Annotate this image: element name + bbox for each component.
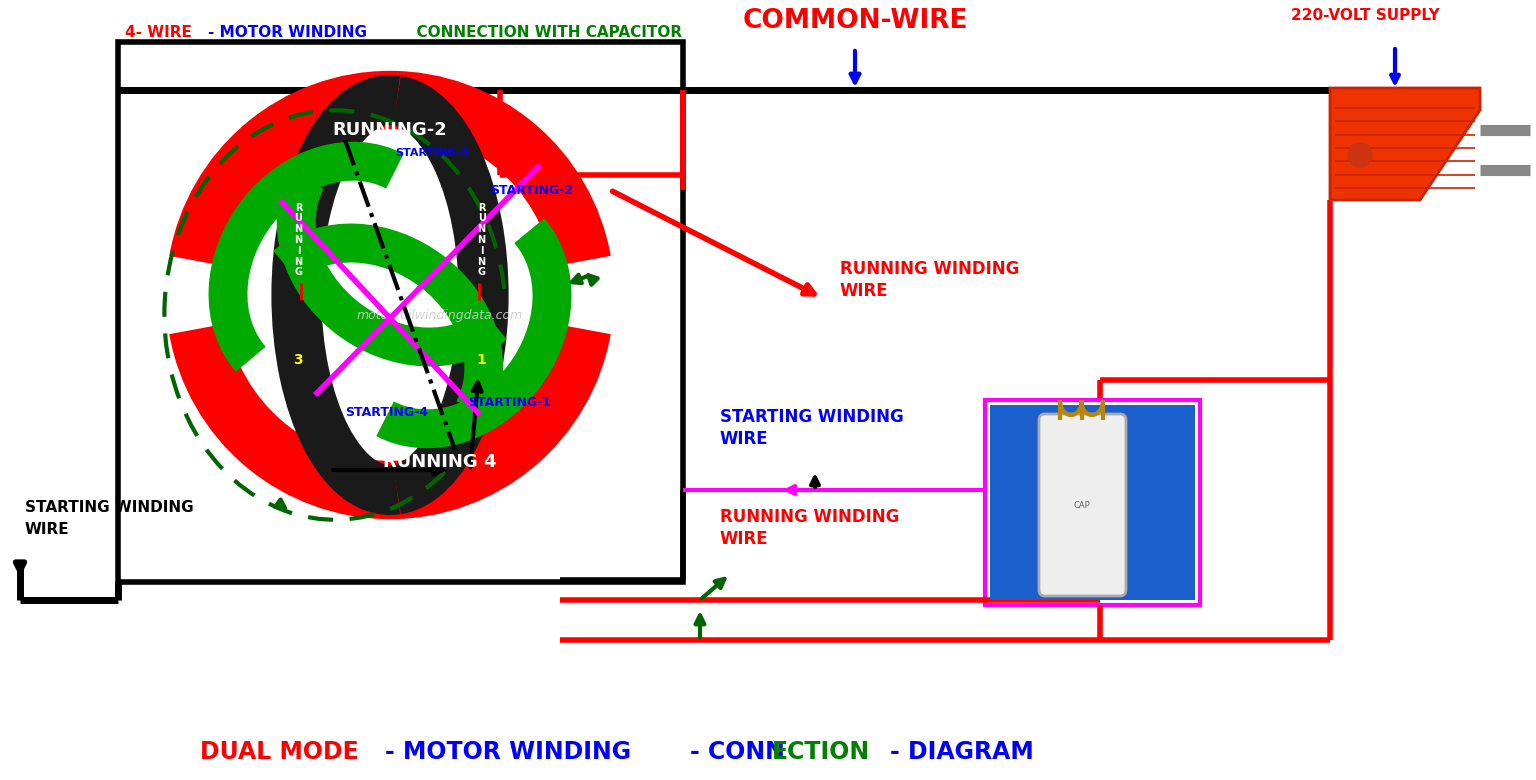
Text: - DIAGRAM: - DIAGRAM xyxy=(889,740,1034,764)
Text: DUAL MODE: DUAL MODE xyxy=(200,740,359,764)
Bar xyxy=(118,42,684,582)
Text: WIRE: WIRE xyxy=(840,282,889,300)
Text: RUNNING WINDING: RUNNING WINDING xyxy=(840,260,1020,278)
Text: WIRE: WIRE xyxy=(720,530,768,548)
Text: WIRE: WIRE xyxy=(720,430,768,448)
Bar xyxy=(991,405,1195,600)
Text: - MOTOR WINDING: - MOTOR WINDING xyxy=(207,25,367,40)
Text: R
U
N
N
I
N
G: R U N N I N G xyxy=(295,203,303,278)
Text: CONNECTION WITH CAPACITOR: CONNECTION WITH CAPACITOR xyxy=(406,25,682,40)
Text: STARTING-2: STARTING-2 xyxy=(490,183,573,197)
Text: RUNNING 4: RUNNING 4 xyxy=(384,453,496,471)
Text: COMMON-WIRE: COMMON-WIRE xyxy=(742,8,968,34)
Text: RUNNING WINDING: RUNNING WINDING xyxy=(720,508,900,526)
Text: 220-VOLT SUPPLY: 220-VOLT SUPPLY xyxy=(1292,8,1441,23)
Text: STARTING WINDING: STARTING WINDING xyxy=(25,500,194,515)
FancyBboxPatch shape xyxy=(1038,414,1126,596)
Bar xyxy=(985,400,1200,605)
Text: STARTING WINDING: STARTING WINDING xyxy=(720,408,903,426)
Circle shape xyxy=(1349,143,1372,167)
Text: 4- WIRE: 4- WIRE xyxy=(124,25,192,40)
Text: 1: 1 xyxy=(476,353,487,367)
Text: motorcoilwindingdata.com: motorcoilwindingdata.com xyxy=(356,309,524,321)
Text: STARTING-4: STARTING-4 xyxy=(346,406,429,420)
Text: STARTING-1: STARTING-1 xyxy=(468,396,551,410)
Text: STARTING-3: STARTING-3 xyxy=(395,148,468,158)
Text: R
U
N
N
I
N
G: R U N N I N G xyxy=(478,203,485,278)
Polygon shape xyxy=(1330,88,1481,200)
Text: - CONN: - CONN xyxy=(690,740,785,764)
Text: 3: 3 xyxy=(293,353,303,367)
Text: RUNNING-2: RUNNING-2 xyxy=(333,121,447,139)
Text: ECTION: ECTION xyxy=(773,740,869,764)
Text: CAP: CAP xyxy=(1074,501,1091,509)
Text: - MOTOR WINDING: - MOTOR WINDING xyxy=(386,740,631,764)
Text: WIRE: WIRE xyxy=(25,522,69,537)
